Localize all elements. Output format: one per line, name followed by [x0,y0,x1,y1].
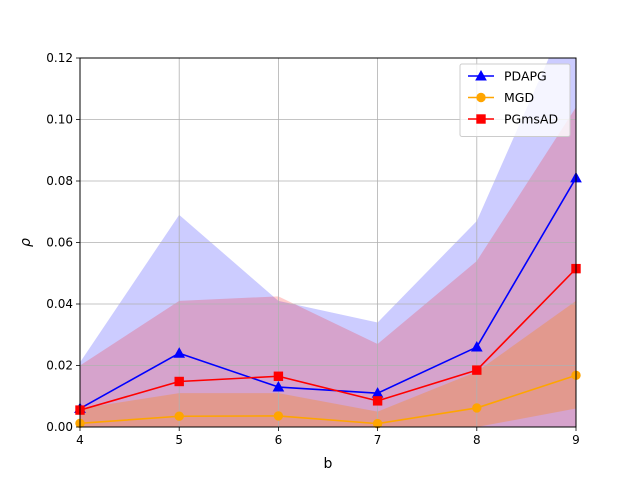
x-tick-label: 8 [473,433,481,447]
legend-label-pdapg: PDAPG [504,69,547,84]
y-axis-label: ρ [18,238,34,247]
y-tick-label: 0.08 [46,174,73,188]
legend-marker-mgd [476,92,486,103]
marker-mgd [273,411,284,421]
y-axis-ticks: 0.00 0.02 0.04 0.06 0.08 0.10 0.12 [46,51,80,434]
marker-pdapg [173,347,186,358]
x-axis-label: b [324,456,333,472]
legend: PDAPG MGD PGmsAD [459,63,571,137]
line-mgd [80,374,576,425]
marker-pdapg [272,380,285,392]
legend-marker-pdapg [475,69,487,81]
confidence-bands [80,58,576,427]
y-tick-label: 0.12 [46,51,73,65]
marker-mgd [174,411,184,421]
marker-pgmsad [273,371,284,381]
y-tick-label: 0.04 [46,297,73,311]
band-mgd [80,300,576,427]
y-tick-label: 0.10 [46,113,73,127]
line-pdapg [80,177,576,410]
y-tick-label: 0.00 [46,420,73,434]
x-tick-label: 9 [572,433,580,447]
x-tick-label: 4 [76,433,84,447]
marker-pgmsad [472,365,482,375]
x-tick-label: 7 [374,433,382,447]
legend-marker-pgmsad [476,114,486,124]
series-lines [80,177,576,425]
band-pgmsad [80,107,576,427]
legend-entries: PDAPG MGD PGmsAD [468,69,558,127]
band-pdapg [80,58,576,427]
x-tick-label: 5 [175,433,183,447]
x-axis-ticks: 4 5 6 7 8 9 [76,427,580,447]
legend-label-mgd: MGD [504,90,534,105]
y-tick-label: 0.02 [46,359,73,373]
marker-mgd [472,403,482,413]
marker-pgmsad [174,376,184,387]
marker-pdapg [470,341,483,352]
x-tick-label: 6 [275,433,283,447]
y-tick-label: 0.06 [46,236,73,250]
legend-label-pgmsad: PGmsAD [504,112,558,127]
marker-pgmsad [372,396,383,406]
line-pgmsad [80,268,576,411]
